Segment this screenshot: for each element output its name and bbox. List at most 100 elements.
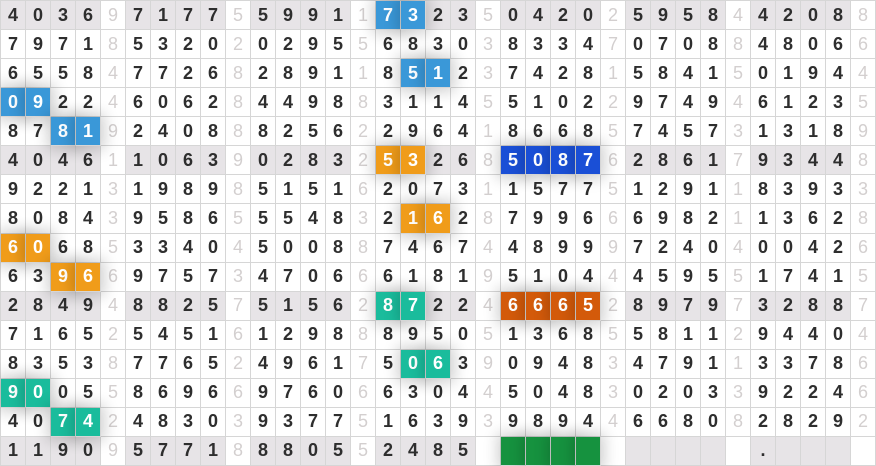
digit-cell[interactable]: 6 xyxy=(526,117,551,147)
digit-cell[interactable]: 0 xyxy=(301,233,326,263)
digit-cell[interactable]: 9 xyxy=(676,262,701,292)
digit-cell[interactable]: 6 xyxy=(76,1,101,31)
highlighted-cell[interactable]: 9 xyxy=(26,88,51,118)
digit-cell[interactable]: 1 xyxy=(776,59,801,89)
digit-cell[interactable]: 7 xyxy=(201,1,226,31)
digit-cell[interactable]: 2 xyxy=(376,204,401,234)
digit-cell[interactable]: 0 xyxy=(576,1,601,31)
digit-cell[interactable]: 7 xyxy=(651,88,676,118)
digit-cell[interactable]: 8 xyxy=(826,291,851,321)
digit-cell[interactable]: 9 xyxy=(76,291,101,321)
digit-cell[interactable]: 9 xyxy=(551,407,576,437)
digit-cell[interactable]: 8 xyxy=(1,117,26,147)
digit-cell[interactable]: 4 xyxy=(776,320,801,350)
digit-cell[interactable]: 5 xyxy=(76,320,101,350)
digit-cell[interactable]: 8 xyxy=(301,146,326,176)
digit-cell[interactable]: 2 xyxy=(376,117,401,147)
digit-cell[interactable]: 2 xyxy=(801,407,826,437)
digit-cell[interactable]: 9 xyxy=(826,407,851,437)
digit-cell[interactable]: 8 xyxy=(276,436,301,466)
digit-cell[interactable]: 0 xyxy=(626,30,651,60)
digit-cell[interactable]: 9 xyxy=(751,320,776,350)
digit-cell[interactable]: 0 xyxy=(201,30,226,60)
digit-cell[interactable]: 4 xyxy=(526,1,551,31)
digit-cell[interactable]: 9 xyxy=(301,30,326,60)
digit-cell[interactable]: 7 xyxy=(651,30,676,60)
digit-cell[interactable]: 1 xyxy=(201,436,226,466)
digit-cell[interactable]: 0 xyxy=(801,30,826,60)
digit-cell[interactable]: 6 xyxy=(801,204,826,234)
digit-cell[interactable]: 7 xyxy=(126,59,151,89)
digit-cell[interactable]: 2 xyxy=(801,378,826,408)
highlighted-cell[interactable]: 8 xyxy=(376,291,401,321)
digit-cell[interactable]: 2 xyxy=(76,88,101,118)
digit-cell[interactable]: 2 xyxy=(1,291,26,321)
digit-cell[interactable]: 4 xyxy=(826,378,851,408)
digit-cell[interactable]: 1 xyxy=(801,117,826,147)
digit-cell[interactable]: 1 xyxy=(701,320,726,350)
digit-cell[interactable]: 7 xyxy=(151,436,176,466)
digit-cell[interactable]: 1 xyxy=(401,262,426,292)
digit-cell[interactable]: 5 xyxy=(326,30,351,60)
digit-cell[interactable]: 4 xyxy=(251,88,276,118)
digit-cell[interactable]: 9 xyxy=(151,175,176,205)
digit-cell[interactable]: 8 xyxy=(526,407,551,437)
digit-cell[interactable]: 6 xyxy=(551,320,576,350)
digit-cell[interactable]: 5 xyxy=(201,291,226,321)
digit-cell[interactable]: 2 xyxy=(751,407,776,437)
digit-cell[interactable]: 4 xyxy=(626,349,651,379)
digit-cell[interactable]: 9 xyxy=(651,204,676,234)
digit-cell[interactable]: 8 xyxy=(1,204,26,234)
digit-cell[interactable]: 8 xyxy=(326,320,351,350)
digit-cell[interactable]: 1 xyxy=(26,436,51,466)
digit-cell[interactable]: 7 xyxy=(176,436,201,466)
digit-cell[interactable]: 2 xyxy=(451,204,476,234)
digit-cell[interactable]: 2 xyxy=(626,146,651,176)
digit-cell[interactable]: 3 xyxy=(26,349,51,379)
digit-cell[interactable]: 9 xyxy=(301,59,326,89)
highlighted-cell[interactable]: 8 xyxy=(51,117,76,147)
digit-cell[interactable]: 2 xyxy=(776,291,801,321)
digit-cell[interactable]: 0 xyxy=(76,436,101,466)
digit-cell[interactable]: 9 xyxy=(401,117,426,147)
digit-cell[interactable]: 5 xyxy=(51,349,76,379)
digit-cell[interactable]: 0 xyxy=(701,407,726,437)
digit-cell[interactable]: 4 xyxy=(676,233,701,263)
digit-cell[interactable]: 2 xyxy=(451,291,476,321)
digit-cell[interactable]: 7 xyxy=(501,59,526,89)
digit-cell[interactable] xyxy=(676,436,701,466)
digit-cell[interactable]: 0 xyxy=(251,30,276,60)
digit-cell[interactable]: 7 xyxy=(651,349,676,379)
digit-cell[interactable]: 2 xyxy=(51,88,76,118)
digit-cell[interactable]: 6 xyxy=(301,349,326,379)
digit-cell[interactable]: 7 xyxy=(676,291,701,321)
digit-cell[interactable]: 4 xyxy=(826,59,851,89)
digit-cell[interactable]: 0 xyxy=(801,1,826,31)
digit-cell[interactable]: 7 xyxy=(301,407,326,437)
digit-cell[interactable] xyxy=(626,436,651,466)
digit-cell[interactable]: 1 xyxy=(326,59,351,89)
digit-cell[interactable]: 5 xyxy=(676,1,701,31)
digit-cell[interactable]: 1 xyxy=(751,204,776,234)
digit-cell[interactable]: 4 xyxy=(576,30,601,60)
digit-cell[interactable]: 9 xyxy=(551,204,576,234)
digit-cell[interactable]: 2 xyxy=(651,233,676,263)
digit-cell[interactable]: 3 xyxy=(776,117,801,147)
digit-cell[interactable]: 1 xyxy=(126,175,151,205)
highlighted-cell[interactable]: 1 xyxy=(76,117,101,147)
digit-cell[interactable]: 3 xyxy=(76,349,101,379)
digit-cell[interactable]: 2 xyxy=(776,378,801,408)
digit-cell[interactable]: 9 xyxy=(251,378,276,408)
digit-cell[interactable] xyxy=(776,436,801,466)
digit-cell[interactable]: 2 xyxy=(426,1,451,31)
digit-cell[interactable] xyxy=(651,436,676,466)
digit-cell[interactable]: 1 xyxy=(701,59,726,89)
highlighted-cell[interactable]: 0 xyxy=(26,378,51,408)
digit-cell[interactable]: 2 xyxy=(251,59,276,89)
digit-cell[interactable]: 5 xyxy=(26,59,51,89)
digit-cell[interactable]: 4 xyxy=(501,233,526,263)
digit-cell[interactable]: 3 xyxy=(751,349,776,379)
digit-cell[interactable]: 7 xyxy=(151,349,176,379)
digit-cell[interactable]: 5 xyxy=(126,436,151,466)
digit-cell[interactable]: 6 xyxy=(376,30,401,60)
